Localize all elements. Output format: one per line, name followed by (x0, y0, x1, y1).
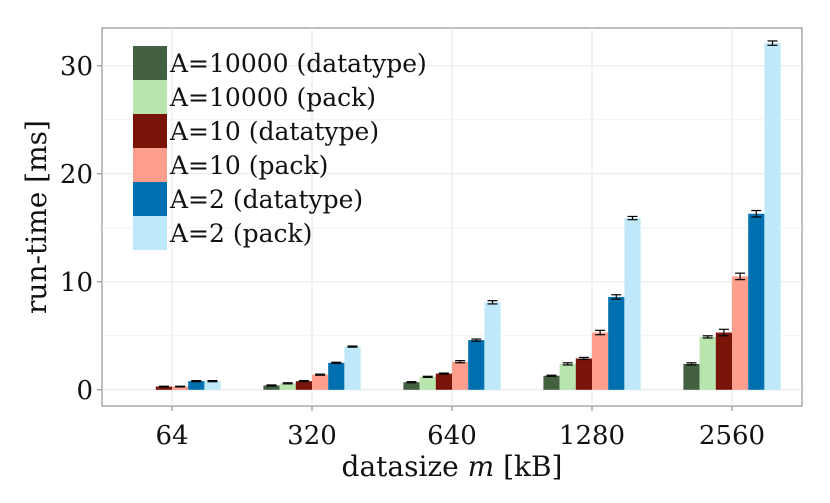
bar (419, 376, 436, 390)
legend-swatch (133, 46, 167, 80)
x-tick-label: 64 (155, 421, 188, 451)
legend-label: A=10000 (pack) (169, 83, 376, 112)
bars (155, 40, 781, 390)
bar (683, 363, 700, 390)
legend-label: A=2 (pack) (169, 219, 312, 248)
y-tick-label: 30 (60, 52, 93, 82)
bar (608, 296, 625, 390)
x-axis-title-variable: m (468, 450, 495, 483)
bar (764, 43, 781, 390)
bar (263, 385, 280, 390)
grid (102, 28, 802, 406)
legend-swatch (133, 80, 167, 114)
y-tick-label: 20 (60, 160, 93, 190)
bar (279, 383, 296, 390)
legend-label: A=10 (pack) (169, 151, 328, 180)
bar (403, 382, 420, 390)
legend-label: A=2 (datatype) (169, 185, 363, 214)
x-tick-label: 640 (427, 421, 477, 451)
bar (715, 332, 732, 390)
bar (624, 218, 641, 390)
legend-swatch (133, 216, 167, 250)
y-tick-label: 0 (76, 376, 93, 406)
x-axis-title-suffix: [kB] (494, 450, 562, 483)
legend: A=10000 (datatype) A=10000 (pack) A=10 (da… (133, 46, 427, 250)
bar (559, 363, 576, 390)
y-tick-label: 10 (60, 268, 93, 298)
bar (312, 374, 329, 390)
bar (344, 346, 361, 390)
bar (484, 302, 501, 390)
legend-swatch (133, 148, 167, 182)
x-tick-label: 2560 (699, 421, 765, 451)
bar (435, 373, 452, 390)
y-axis-title: run-time [ms] (20, 120, 53, 314)
bar (748, 213, 765, 390)
legend-label: A=10000 (datatype) (169, 49, 427, 78)
bar (468, 340, 485, 390)
bar (172, 386, 189, 390)
legend-swatch (133, 182, 167, 216)
axes: 0 10 20 30 64 320 640 1280 2560 (60, 52, 765, 451)
bar (699, 336, 716, 390)
legend-swatch (133, 114, 167, 148)
bar (204, 381, 221, 390)
bar (295, 381, 312, 390)
bar (188, 381, 205, 390)
legend-label: A=10 (datatype) (169, 117, 379, 146)
x-axis-title-prefix: datasize (342, 450, 468, 483)
x-axis-title: datasize m [kB] (342, 450, 563, 483)
bar (328, 362, 345, 390)
bar (575, 358, 592, 390)
bar (155, 386, 172, 390)
x-tick-label: 1280 (559, 421, 625, 451)
bar (592, 332, 609, 390)
bar (452, 361, 469, 390)
x-tick-label: 320 (287, 421, 337, 451)
bar (543, 375, 560, 390)
bar (732, 276, 749, 390)
